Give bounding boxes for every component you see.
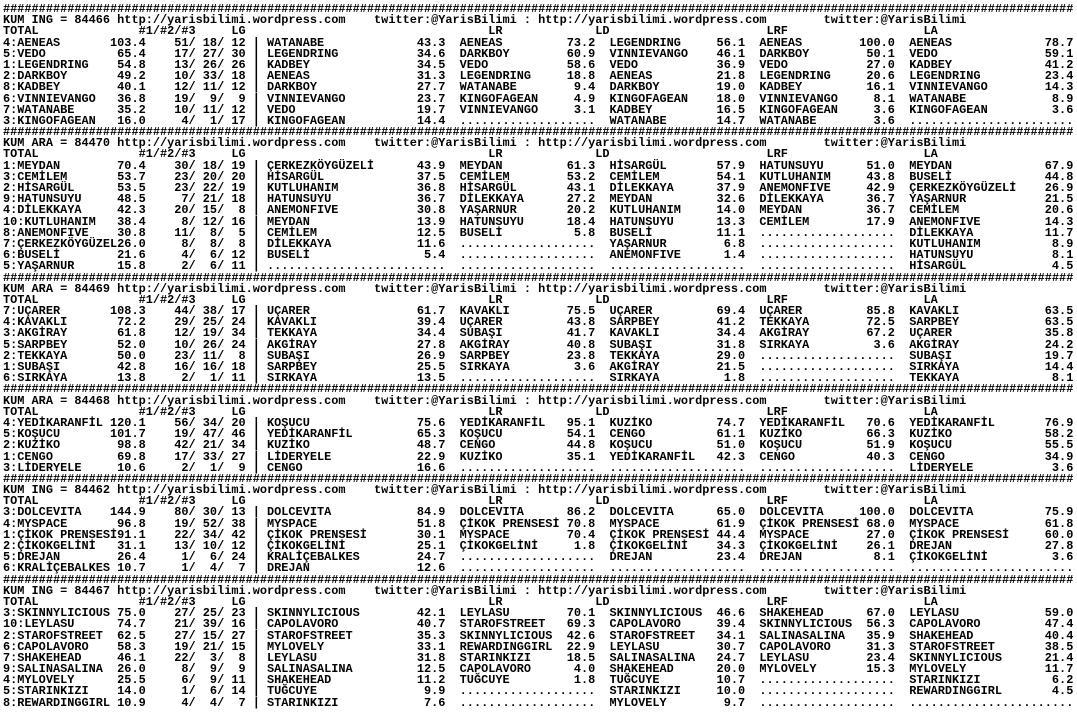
stat-block-84466: ########################################… (3, 2, 1074, 128)
stat-block-84467: ########################################… (3, 572, 1074, 710)
stat-block-84470: ########################################… (3, 125, 1074, 274)
stat-block-84462: ########################################… (3, 471, 1074, 576)
stat-block-84469: ########################################… (3, 270, 1074, 386)
stat-block-84468: ########################################… (3, 382, 1074, 475)
race-statistics-report: ########################################… (3, 2, 1077, 710)
